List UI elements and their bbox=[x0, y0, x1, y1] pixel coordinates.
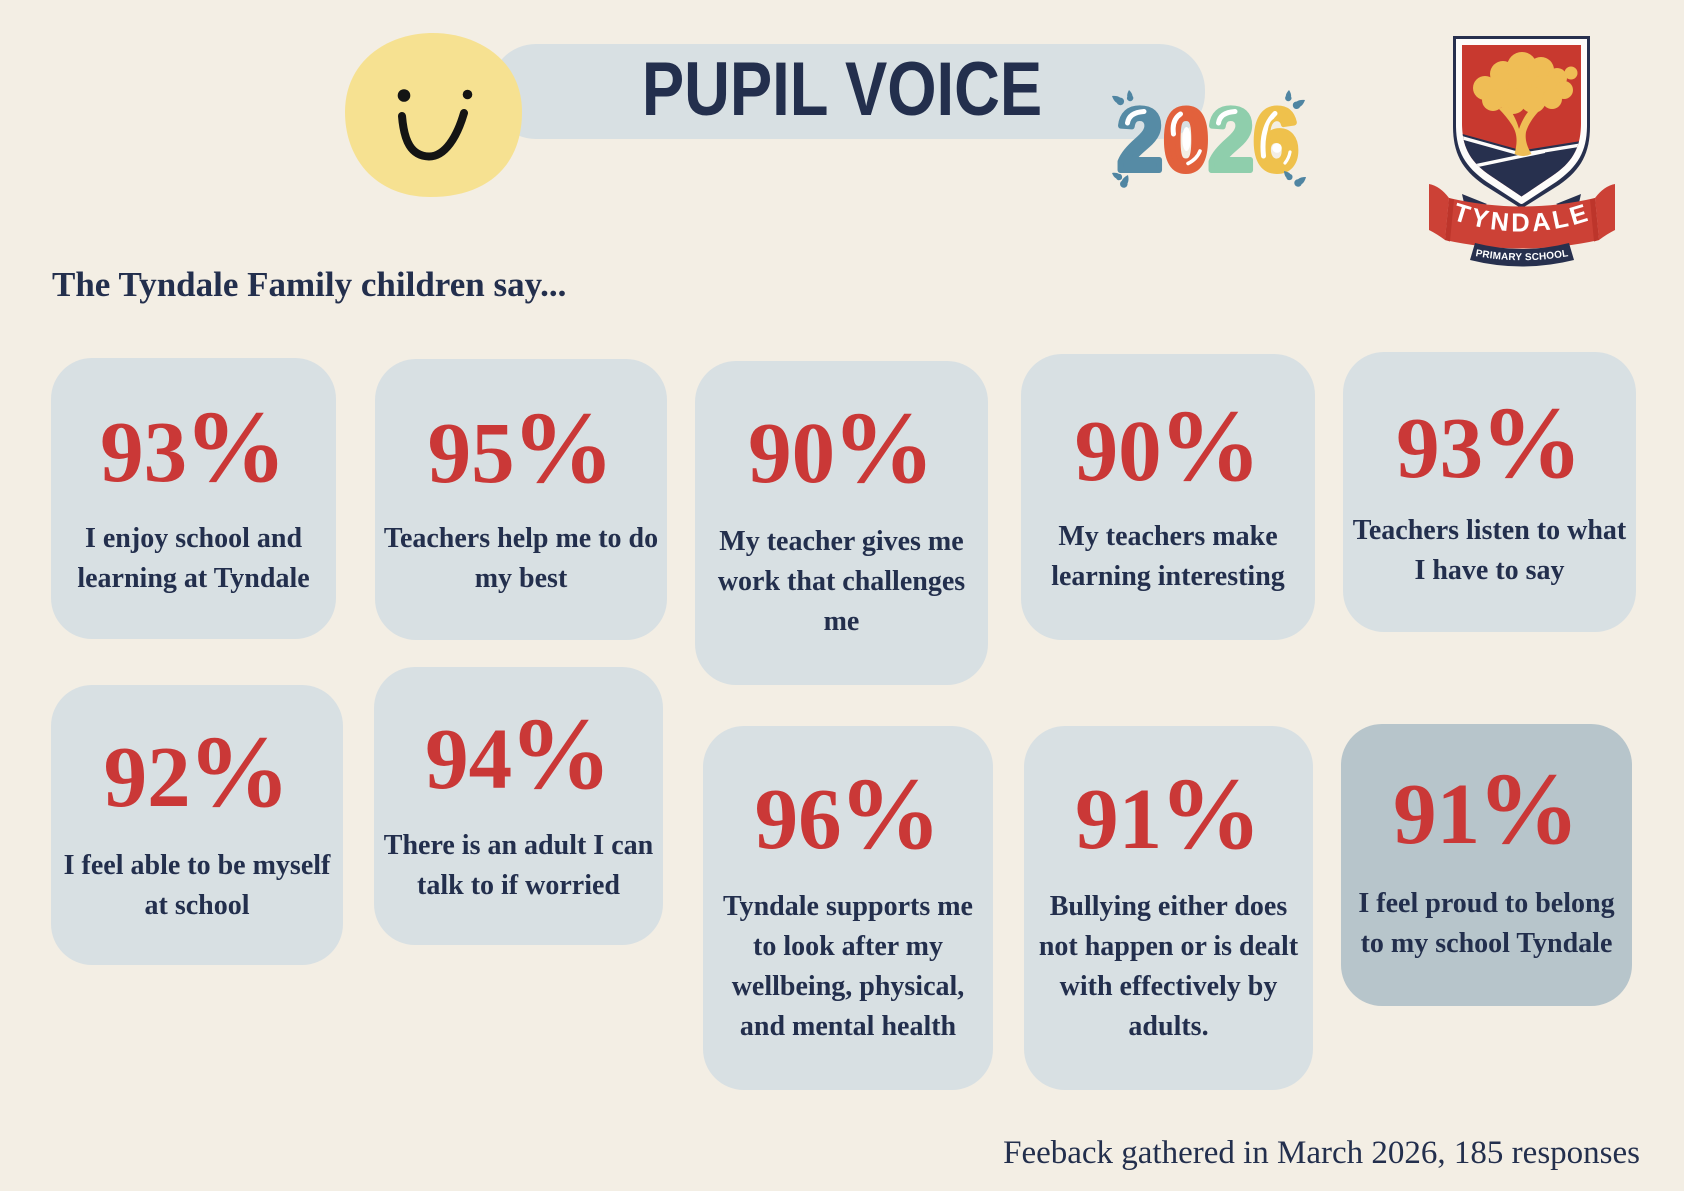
svg-text:6: 6 bbox=[1253, 90, 1298, 189]
svg-text:2: 2 bbox=[1208, 90, 1253, 189]
svg-text:PRIMARY SCHOOL: PRIMARY SCHOOL bbox=[1475, 248, 1569, 263]
svg-text:2: 2 bbox=[1117, 90, 1162, 189]
